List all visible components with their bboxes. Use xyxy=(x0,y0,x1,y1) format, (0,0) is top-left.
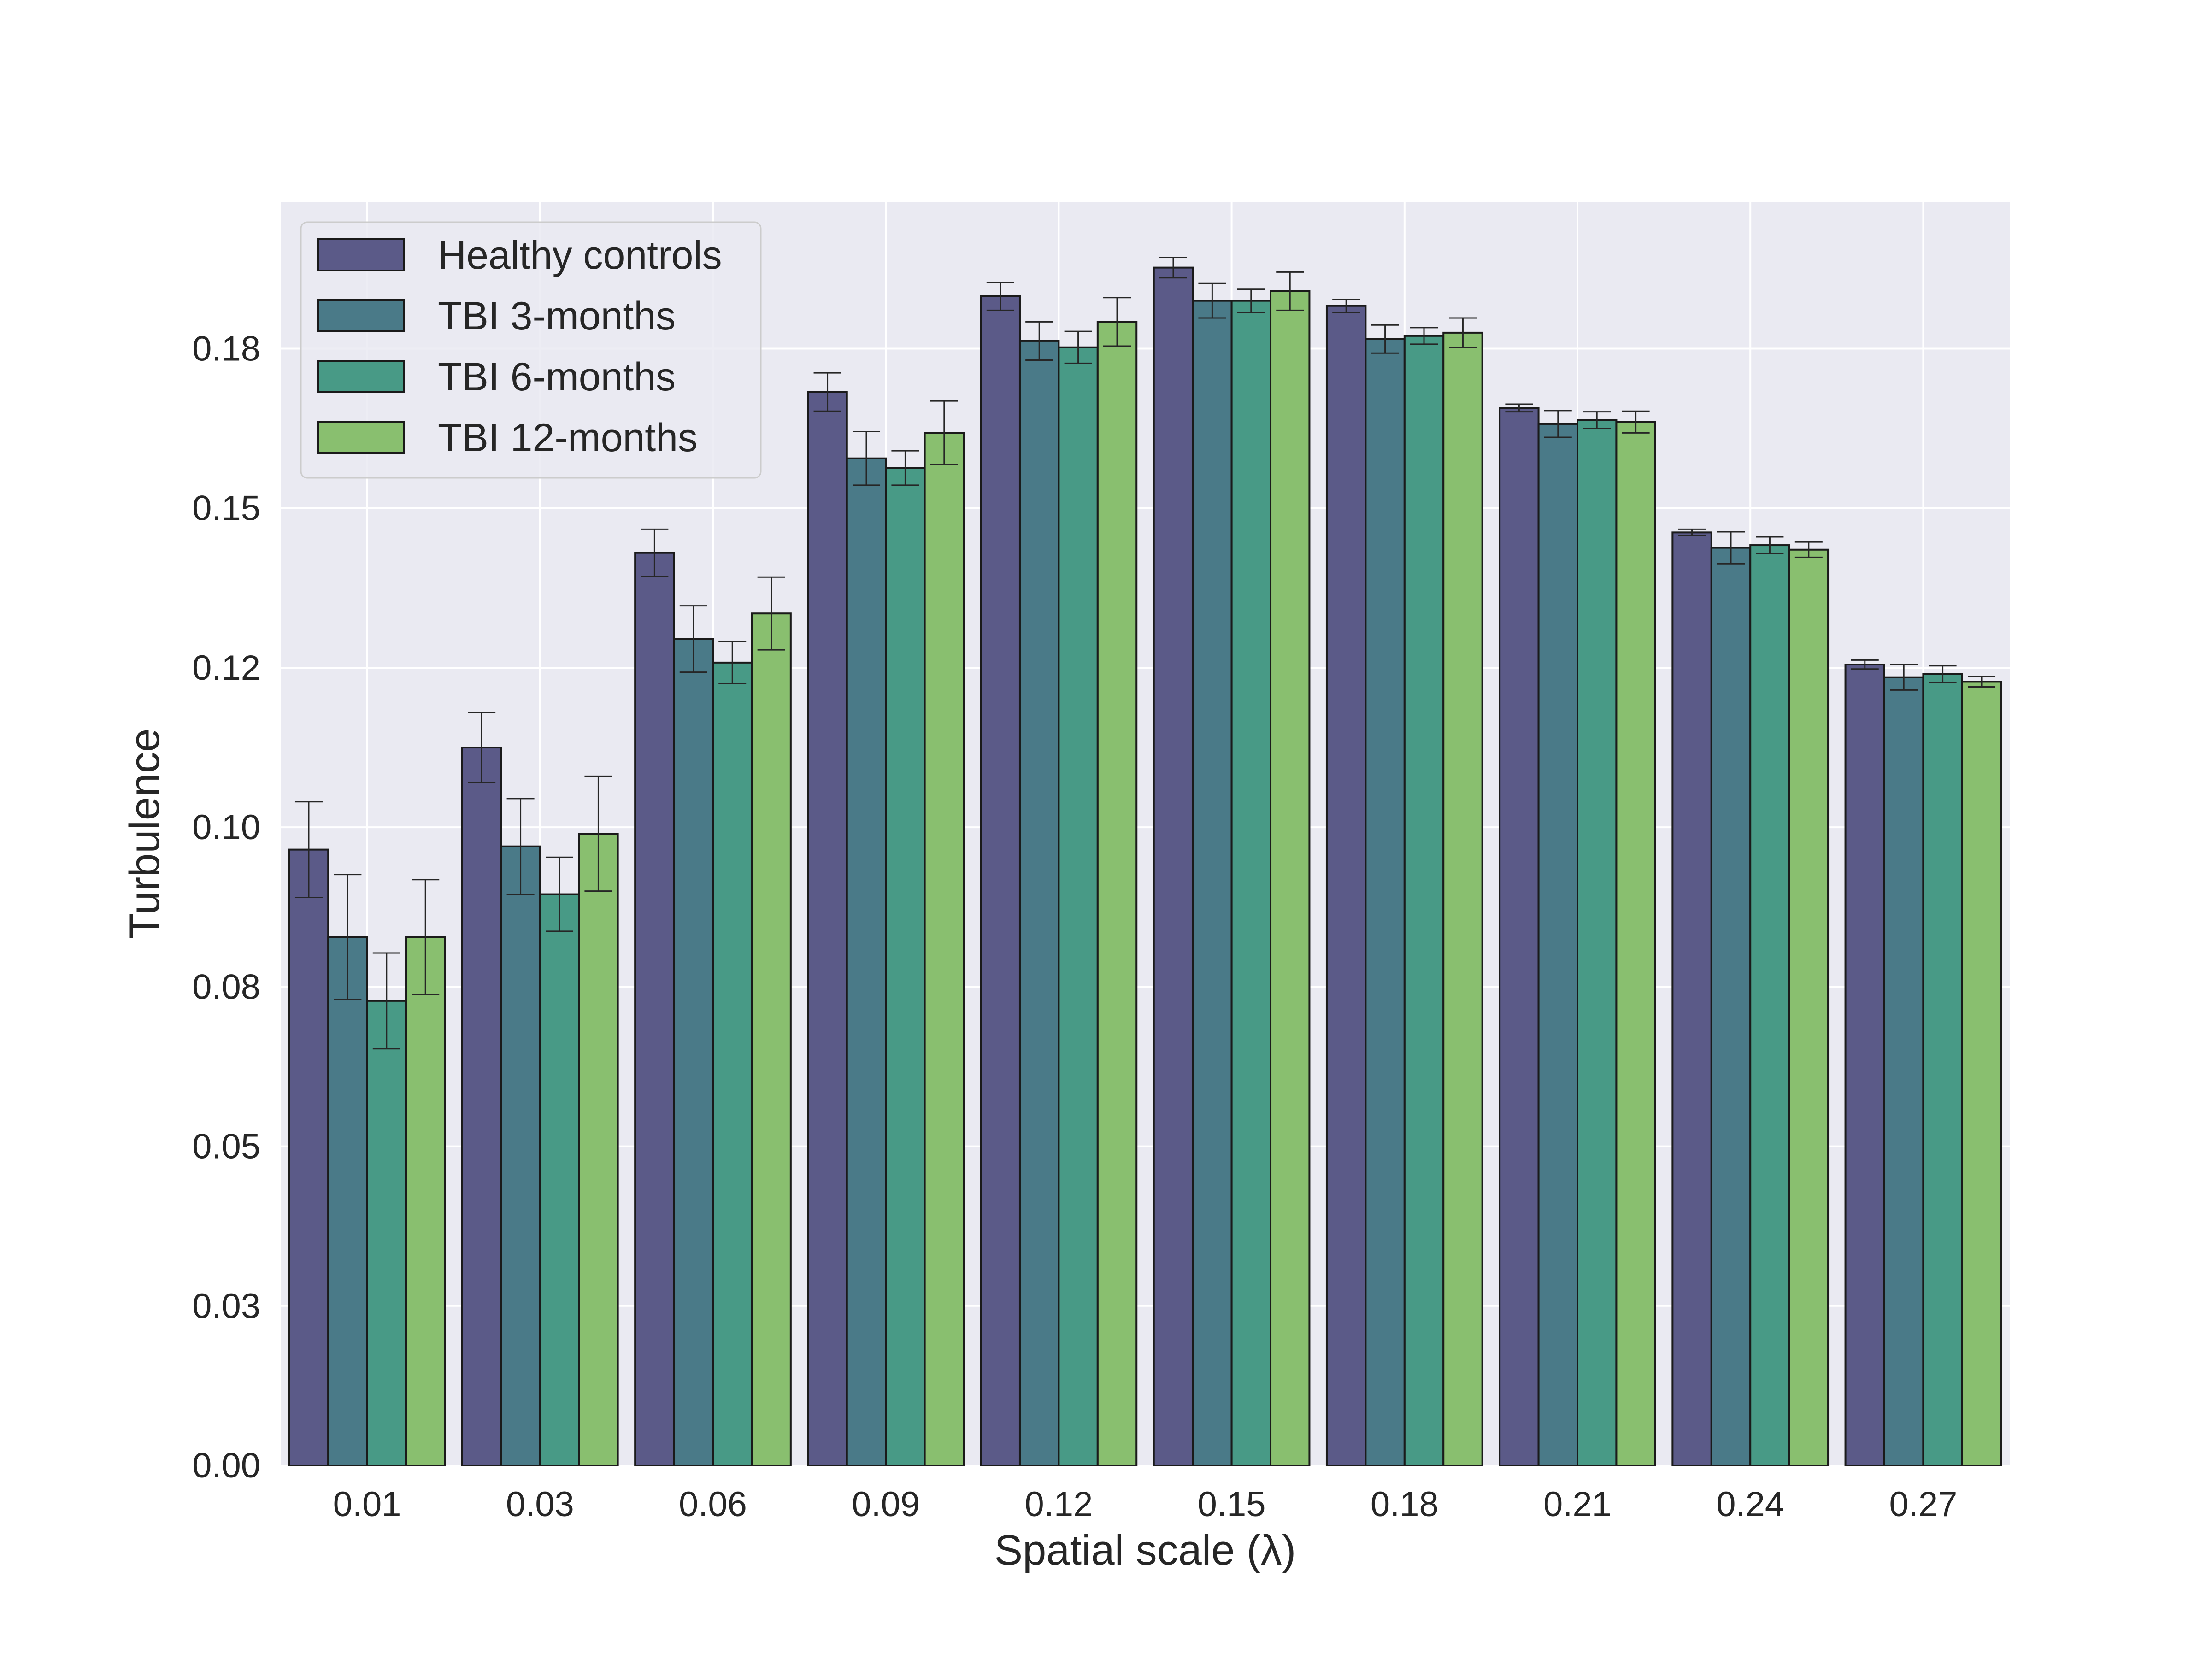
bar xyxy=(808,392,847,1465)
x-tick-label: 0.21 xyxy=(1543,1485,1612,1524)
x-tick-label: 0.01 xyxy=(333,1485,401,1524)
y-tick-label: 0.00 xyxy=(192,1446,260,1485)
bar xyxy=(1365,339,1404,1465)
y-tick-label: 0.03 xyxy=(192,1287,260,1326)
y-tick-label: 0.05 xyxy=(192,1127,260,1166)
x-tick-label: 0.12 xyxy=(1024,1485,1093,1524)
x-tick-label: 0.15 xyxy=(1198,1485,1266,1524)
bar xyxy=(1405,336,1443,1465)
legend-label: TBI 6-months xyxy=(438,355,676,399)
x-tick-label: 0.06 xyxy=(679,1485,747,1524)
y-tick-labels: 0.00 0.03 0.05 0.08 0.10 0.12 0.15 0.18 xyxy=(192,329,260,1485)
bar xyxy=(406,937,445,1465)
bar xyxy=(847,459,886,1465)
bar xyxy=(1098,322,1136,1465)
bar xyxy=(1616,422,1655,1465)
bar xyxy=(579,834,618,1465)
legend-label: TBI 12-months xyxy=(438,416,698,460)
bar xyxy=(1672,532,1711,1465)
bar xyxy=(1577,420,1616,1465)
legend: Healthy controls TBI 3-months TBI 6-months… xyxy=(301,222,761,478)
bar xyxy=(328,937,367,1465)
legend-swatch xyxy=(318,239,404,271)
legend-label: Healthy controls xyxy=(438,233,722,277)
bar xyxy=(674,639,713,1465)
bar xyxy=(886,468,924,1465)
bar xyxy=(1020,341,1059,1465)
bar xyxy=(1539,424,1577,1465)
bar xyxy=(635,553,674,1465)
legend-label: TBI 3-months xyxy=(438,294,676,338)
y-tick-label: 0.10 xyxy=(192,808,260,847)
bar xyxy=(1327,306,1365,1465)
legend-swatch xyxy=(318,422,404,453)
y-tick-label: 0.18 xyxy=(192,329,260,369)
bar xyxy=(1271,291,1309,1465)
bar xyxy=(1193,301,1231,1465)
y-tick-label: 0.12 xyxy=(192,648,260,688)
bar xyxy=(1154,268,1193,1465)
bar xyxy=(462,747,501,1465)
bar xyxy=(289,850,328,1465)
bar xyxy=(1750,545,1789,1465)
bar xyxy=(1500,408,1538,1465)
bar xyxy=(925,433,964,1465)
bar xyxy=(1962,682,2001,1465)
bar xyxy=(540,894,579,1465)
bar xyxy=(1923,674,1962,1465)
y-tick-label: 0.15 xyxy=(192,489,260,528)
legend-swatch xyxy=(318,361,404,392)
x-axis-label: Spatial scale (λ) xyxy=(994,1527,1296,1574)
x-tick-label: 0.24 xyxy=(1716,1485,1784,1524)
x-tick-label: 0.09 xyxy=(852,1485,920,1524)
bar xyxy=(752,613,790,1465)
bar xyxy=(981,296,1020,1465)
bar xyxy=(1712,548,1750,1465)
legend-swatch xyxy=(318,300,404,331)
y-tick-label: 0.08 xyxy=(192,967,260,1006)
x-tick-labels: 0.01 0.03 0.06 0.09 0.12 0.15 0.18 0.21 0.24 0.27 xyxy=(333,1485,1958,1524)
bar xyxy=(1846,665,1884,1465)
x-tick-label: 0.03 xyxy=(506,1485,574,1524)
x-tick-label: 0.27 xyxy=(1889,1485,1957,1524)
bar xyxy=(1789,550,1828,1465)
x-tick-label: 0.18 xyxy=(1371,1485,1439,1524)
bar xyxy=(1059,347,1097,1465)
bar xyxy=(501,847,540,1465)
y-axis-label: Turbulence xyxy=(121,729,168,939)
bar xyxy=(1232,301,1271,1465)
bar xyxy=(1443,333,1482,1465)
bar xyxy=(713,663,752,1465)
bar xyxy=(1884,677,1923,1465)
bar xyxy=(367,1001,406,1465)
